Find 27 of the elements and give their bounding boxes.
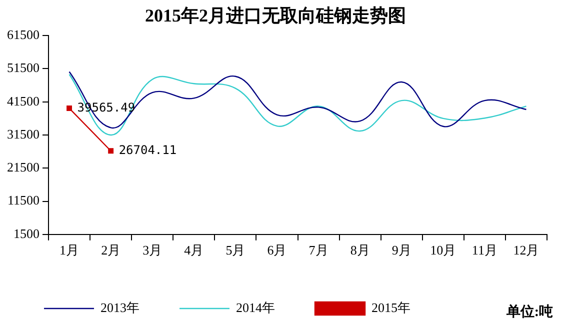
x-tick-label: 12月 <box>513 242 540 258</box>
x-tick-label: 5月 <box>226 242 246 258</box>
x-tick-label: 6月 <box>267 242 287 258</box>
data-label: 26704.11 <box>118 143 177 158</box>
chart-title: 2015年2月进口无取向硅钢走势图 <box>145 5 406 26</box>
x-tick-label: 8月 <box>350 242 370 258</box>
x-tick-label: 9月 <box>392 242 412 258</box>
line-series <box>68 74 527 136</box>
y-tick-label: 51500 <box>7 60 40 76</box>
x-tick-label: 3月 <box>142 242 162 258</box>
x-tick-label: 4月 <box>184 242 204 258</box>
x-tick-label: 10月 <box>430 242 456 258</box>
line-series <box>68 71 527 128</box>
x-tick-label: 2月 <box>101 242 121 258</box>
y-tick-label: 61500 <box>7 27 40 42</box>
x-tick-label: 1月 <box>60 242 80 258</box>
x-tick-label: 7月 <box>308 242 328 258</box>
y-tick-label: 1500 <box>14 226 40 241</box>
y-tick-label: 31500 <box>7 126 40 142</box>
legend-label: 2014年 <box>236 300 275 315</box>
text: 单位:吨 <box>506 303 553 321</box>
legend-label: 2013年 <box>100 300 140 315</box>
x-tick-label: 11月 <box>472 242 498 258</box>
y-tick-label: 41500 <box>7 93 40 108</box>
y-tick-label: 21500 <box>7 160 40 175</box>
legend-label: 2015年 <box>372 300 410 315</box>
y-tick-label: 11500 <box>7 192 40 208</box>
